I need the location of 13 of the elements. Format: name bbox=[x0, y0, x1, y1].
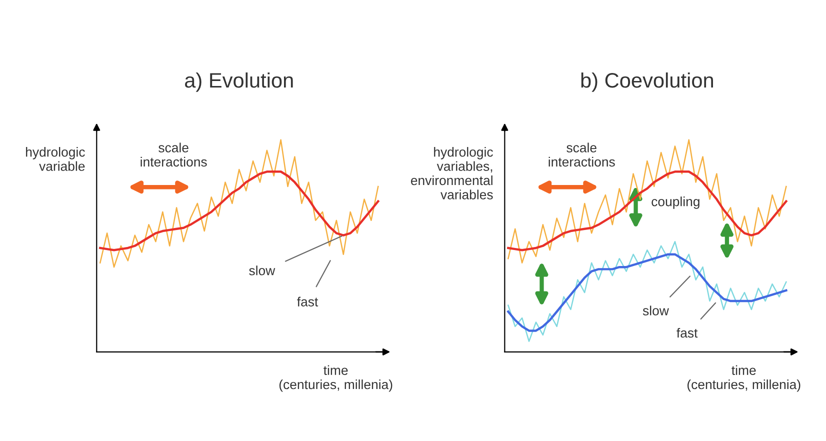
annotation: slow bbox=[249, 266, 276, 276]
chart-title: b) Coevolution bbox=[581, 72, 713, 92]
annotation: scale interactions bbox=[548, 142, 615, 167]
y-axis-title: hydrologic variable bbox=[26, 147, 85, 171]
annotation: coupling bbox=[652, 196, 700, 209]
annotation: fast bbox=[297, 296, 318, 306]
annotation: scale interactions bbox=[140, 142, 207, 167]
x-axis-title: time (centuries, millenia) bbox=[279, 365, 392, 392]
annotation: slow bbox=[642, 306, 669, 316]
annotation: fast bbox=[676, 328, 698, 338]
x-axis-title: time (centuries, millenia) bbox=[687, 365, 800, 392]
chart-title: a) Evolution bbox=[185, 72, 293, 92]
y-axis-title: hydrologic variables, environmental variables bbox=[410, 147, 493, 200]
